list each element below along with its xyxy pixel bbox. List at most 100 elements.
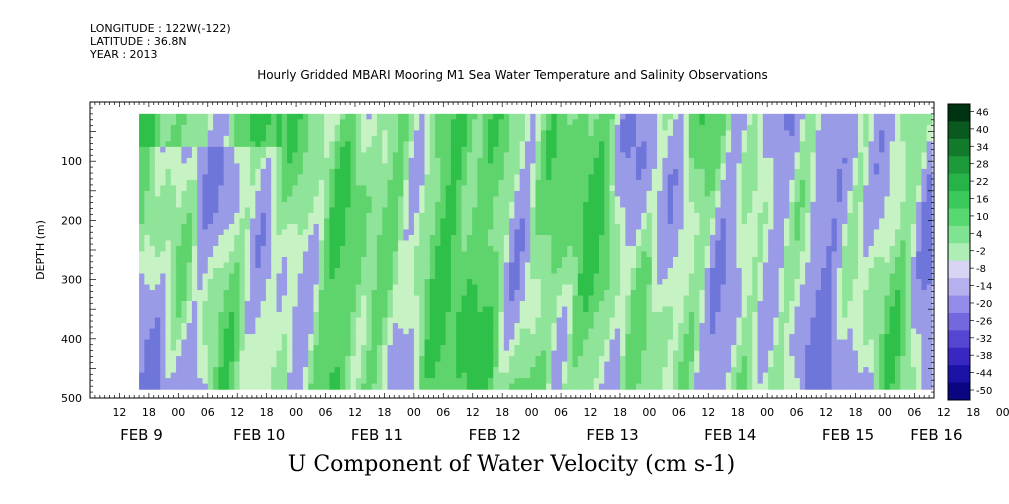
- heatmap-cell: [202, 174, 209, 181]
- heatmap-cell: [207, 163, 214, 170]
- heatmap-cell: [419, 256, 426, 264]
- heatmap-cell: [361, 372, 367, 379]
- heatmap-cell: [324, 113, 330, 120]
- heatmap-cell: [540, 350, 547, 357]
- heatmap-cell: [540, 229, 547, 236]
- heatmap-cell: [287, 163, 293, 170]
- heatmap-cell: [239, 207, 246, 214]
- heatmap-cell: [598, 152, 605, 159]
- heatmap-cell: [265, 372, 272, 379]
- heatmap-cell: [228, 179, 235, 187]
- heatmap-cell: [255, 245, 262, 253]
- heatmap-cell: [588, 119, 595, 126]
- heatmap-cell: [403, 262, 410, 269]
- heatmap-cell: [329, 157, 336, 164]
- heatmap-cell: [202, 190, 209, 198]
- heatmap-cell: [435, 157, 441, 164]
- heatmap-cell: [445, 251, 452, 258]
- heatmap-cell: [202, 268, 209, 275]
- heatmap-cell: [509, 262, 515, 269]
- heatmap-cell: [234, 245, 241, 253]
- heatmap-cell: [429, 367, 436, 374]
- heatmap-cell: [530, 179, 537, 187]
- heatmap-cell: [313, 240, 320, 247]
- heatmap-cell: [281, 141, 288, 148]
- heatmap-cell: [250, 317, 256, 324]
- heatmap-cell: [503, 317, 510, 324]
- heatmap-cell: [392, 334, 399, 341]
- heatmap-cell: [260, 163, 267, 170]
- heatmap-cell: [535, 168, 542, 176]
- heatmap-cell: [540, 245, 547, 253]
- heatmap-cell: [334, 119, 341, 126]
- heatmap-cell: [625, 339, 632, 346]
- heatmap-cell: [234, 273, 241, 280]
- heatmap-cell: [176, 185, 182, 192]
- heatmap-cell: [202, 163, 209, 170]
- heatmap-cell: [519, 119, 526, 126]
- heatmap-cell: [202, 367, 209, 374]
- heatmap-cell: [540, 201, 547, 209]
- heatmap-cell: [487, 207, 494, 214]
- heatmap-cell: [234, 301, 241, 308]
- heatmap-cell: [461, 179, 468, 187]
- heatmap-cell: [498, 240, 505, 247]
- heatmap-cell: [191, 130, 198, 137]
- heatmap-cell: [345, 334, 352, 341]
- heatmap-cell: [498, 383, 505, 390]
- heatmap-cell: [139, 130, 145, 137]
- heatmap-cell: [271, 157, 278, 164]
- heatmap-cell: [239, 119, 246, 126]
- heatmap-cell: [641, 196, 648, 203]
- heatmap-cell: [456, 334, 463, 341]
- heatmap-cell: [350, 190, 357, 198]
- heatmap-cell: [276, 383, 283, 390]
- heatmap-cell: [154, 334, 161, 341]
- heatmap-cell: [477, 306, 484, 313]
- heatmap-cell: [556, 339, 563, 346]
- heatmap-cell: [598, 279, 605, 286]
- heatmap-cell: [419, 223, 426, 231]
- heatmap-cell: [577, 245, 584, 253]
- heatmap-cell: [176, 124, 182, 131]
- heatmap-cell: [234, 179, 241, 187]
- heatmap-cell: [651, 295, 658, 302]
- heatmap-cell: [424, 218, 431, 225]
- heatmap-cell: [170, 279, 177, 286]
- heatmap-cell: [144, 163, 151, 170]
- heatmap-cell: [144, 339, 151, 346]
- heatmap-cell: [387, 135, 394, 142]
- heatmap-cell: [413, 312, 420, 319]
- heatmap-cell: [630, 372, 637, 379]
- heatmap-cell: [530, 378, 537, 385]
- heatmap-cell: [181, 196, 188, 203]
- heatmap-cell: [419, 146, 426, 153]
- heatmap-cell: [186, 367, 193, 374]
- heatmap-cell: [176, 345, 182, 352]
- heatmap-cell: [630, 317, 637, 324]
- heatmap-cell: [546, 361, 552, 368]
- heatmap-cell: [165, 279, 172, 286]
- heatmap-cell: [260, 361, 267, 368]
- heatmap-cell: [530, 306, 537, 313]
- heatmap-cell: [191, 345, 198, 352]
- heatmap-cell: [567, 130, 574, 137]
- heatmap-cell: [191, 124, 198, 131]
- heatmap-cell: [313, 301, 320, 308]
- heatmap-cell: [641, 301, 648, 308]
- heatmap-cell: [583, 256, 589, 264]
- heatmap-cell: [561, 273, 568, 280]
- heatmap-cell: [207, 378, 214, 385]
- heatmap-cell: [398, 130, 404, 137]
- heatmap-cell: [207, 256, 214, 264]
- heatmap-cell: [509, 119, 515, 126]
- heatmap-cell: [287, 168, 293, 176]
- heatmap-cell: [551, 262, 558, 269]
- heatmap-cell: [524, 201, 531, 209]
- heatmap-cell: [176, 323, 182, 330]
- heatmap-cell: [361, 350, 367, 357]
- heatmap-cell: [440, 135, 447, 142]
- heatmap-cell: [646, 273, 653, 280]
- heatmap-cell: [218, 268, 225, 275]
- heatmap-cell: [318, 223, 325, 231]
